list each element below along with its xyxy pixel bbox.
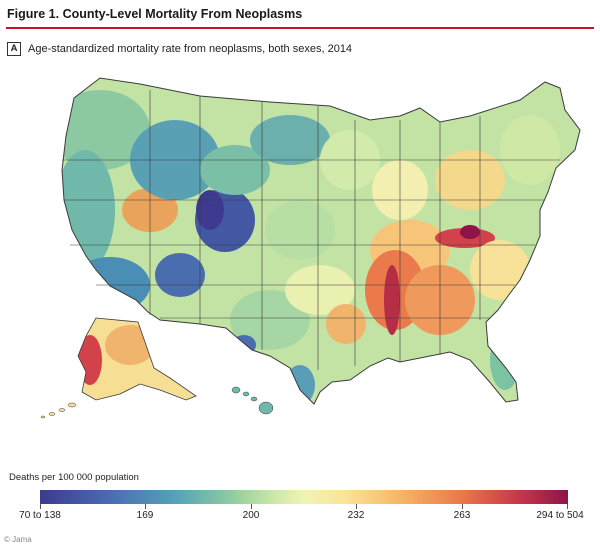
panel-letter: A: [7, 42, 21, 56]
image-credit: © Jama: [4, 535, 32, 544]
legend-tick: [356, 504, 357, 509]
state-borders: [62, 90, 560, 370]
hawaii: [231, 386, 274, 415]
legend-ticks: [40, 504, 568, 510]
legend-tick-label: 70 to 138: [19, 510, 61, 521]
figure-title: Figure 1. County-Level Mortality From Ne…: [7, 7, 303, 21]
alaska: [78, 318, 196, 400]
legend-title: Deaths per 100 000 population: [9, 472, 139, 483]
panel-header: A Age-standardized mortality rate from n…: [7, 42, 352, 56]
legend-tick-label: 200: [242, 510, 260, 521]
panel-caption: Age-standardized mortality rate from neo…: [28, 43, 353, 55]
legend-color-scale: [40, 490, 568, 504]
title-rule: [6, 27, 594, 29]
legend-tick: [251, 504, 252, 509]
legend-tick: [567, 504, 568, 509]
us-county-map: [40, 77, 581, 419]
legend-tick-label: 263: [453, 510, 471, 521]
legend-tick-label: 294 to 504: [536, 510, 584, 521]
legend-tick-label: 169: [136, 510, 154, 521]
legend-tick: [462, 504, 463, 509]
legend-tick: [40, 504, 41, 509]
contiguous-us: [62, 78, 580, 404]
legend-tick-label: 232: [347, 510, 365, 521]
legend-tick: [145, 504, 146, 509]
alaska-islands: [40, 402, 77, 419]
